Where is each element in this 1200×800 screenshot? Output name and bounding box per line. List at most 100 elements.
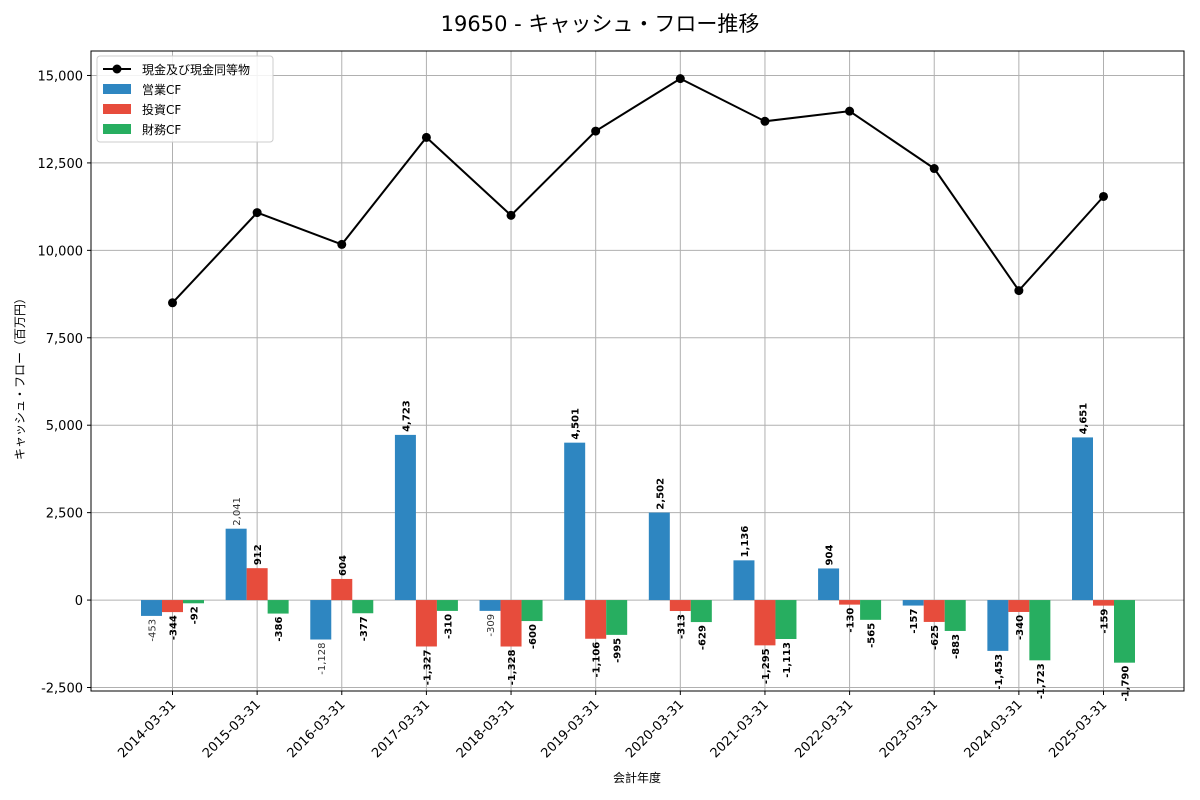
x-tick-label: 2022-03-31 xyxy=(792,697,856,761)
data-label-0: 2,041 xyxy=(232,497,243,526)
data-label-1: -340 xyxy=(1015,615,1026,640)
cash-line-point xyxy=(168,298,177,308)
data-label-2: -629 xyxy=(697,625,708,650)
y-tick-label: 5,000 xyxy=(46,419,83,434)
bar-1 xyxy=(839,600,861,605)
data-label-2: -1,113 xyxy=(782,642,793,678)
data-label-0: 4,651 xyxy=(1079,403,1090,435)
data-label-1: -159 xyxy=(1100,609,1111,634)
bar-2 xyxy=(436,600,458,611)
bar-1 xyxy=(923,600,945,622)
data-label-0: 4,501 xyxy=(571,408,582,440)
bar-2 xyxy=(944,600,966,631)
data-label-2: -310 xyxy=(443,614,454,639)
legend-swatch-2 xyxy=(103,124,131,134)
data-label-0: 2,502 xyxy=(655,478,666,510)
x-tick-label: 2019-03-31 xyxy=(538,697,602,761)
data-label-0: -1,128 xyxy=(317,643,328,675)
bar-2 xyxy=(690,600,712,623)
x-tick-label: 2018-03-31 xyxy=(454,697,518,761)
bar-0 xyxy=(564,442,586,601)
data-label-2: -995 xyxy=(613,638,624,663)
bar-0 xyxy=(310,600,332,640)
data-label-0: 4,723 xyxy=(401,400,412,432)
bar-0 xyxy=(902,600,924,606)
bar-0 xyxy=(818,568,840,601)
x-tick-label: 2020-03-31 xyxy=(623,697,687,761)
x-tick-label: 2024-03-31 xyxy=(962,697,1026,761)
x-tick-label: 2021-03-31 xyxy=(708,697,772,761)
data-label-2: -92 xyxy=(190,606,201,624)
data-label-1: -1,106 xyxy=(592,642,603,678)
cash-line-point xyxy=(506,210,516,220)
y-tick-label: -2,500 xyxy=(41,682,83,697)
y-axis-label: キャッシュ・フロー（百万円） xyxy=(13,292,27,460)
bar-1 xyxy=(669,600,691,612)
bar-1 xyxy=(415,600,437,647)
y-tick-label: 10,000 xyxy=(38,244,84,259)
data-label-0: -309 xyxy=(486,614,497,637)
bar-2 xyxy=(352,600,374,614)
cash-line-point xyxy=(929,164,939,174)
data-label-2: -883 xyxy=(951,634,962,659)
data-label-0: 904 xyxy=(825,545,836,566)
cash-line-point xyxy=(252,208,262,218)
bar-0 xyxy=(648,512,670,601)
bar-2 xyxy=(1029,600,1051,661)
legend-line-dot xyxy=(112,64,122,74)
x-tick-label: 2025-03-31 xyxy=(1046,697,1110,761)
bar-0 xyxy=(479,600,501,611)
data-label-2: -600 xyxy=(528,624,539,649)
data-label-0: -157 xyxy=(909,609,920,634)
bar-2 xyxy=(606,600,628,635)
bar-0 xyxy=(225,528,247,601)
x-axis-label: 会計年度 xyxy=(613,770,661,785)
cash-line-point xyxy=(591,126,601,136)
bar-2 xyxy=(775,600,797,639)
bar-1 xyxy=(331,578,353,601)
data-label-1: 912 xyxy=(253,544,264,565)
data-label-1: -1,328 xyxy=(507,649,518,685)
cash-line-point xyxy=(675,74,685,84)
bar-1 xyxy=(585,600,607,639)
plot-frame xyxy=(90,50,1185,692)
label-layer: -453 2,041 -1,128 4,723 -309 4,501 2,502 1,136 9… xyxy=(148,400,1132,701)
bar-1 xyxy=(500,600,522,647)
data-label-1: 604 xyxy=(338,555,349,576)
bar-0 xyxy=(394,434,416,601)
bar-2 xyxy=(1114,600,1135,663)
cash-line-point xyxy=(337,239,347,249)
y-tick-label: 12,500 xyxy=(38,157,84,172)
y-tick-label: 15,000 xyxy=(38,69,84,84)
bar-0 xyxy=(141,600,162,616)
legend-swatch-1 xyxy=(103,104,131,114)
x-tick-label: 2023-03-31 xyxy=(877,697,941,761)
bar-1 xyxy=(1008,600,1030,612)
data-label-2: -1,723 xyxy=(1036,663,1047,699)
legend-label: 投資CF xyxy=(142,102,181,117)
data-label-1: -344 xyxy=(169,615,180,640)
line-layer xyxy=(168,74,1108,308)
bar-1 xyxy=(246,568,268,601)
y-tick-label: 0 xyxy=(75,594,83,609)
cash-line-point xyxy=(421,132,431,142)
data-label-1: -625 xyxy=(930,625,941,650)
bar-1 xyxy=(754,600,776,646)
x-tick-label: 2017-03-31 xyxy=(369,697,433,761)
data-label-1: -1,327 xyxy=(422,649,433,685)
bar-layer xyxy=(141,434,1135,663)
bar-0 xyxy=(1072,437,1093,601)
bar-0 xyxy=(733,560,755,601)
chart-title: 19650 - キャッシュ・フロー推移 xyxy=(440,12,760,36)
data-label-0: -453 xyxy=(148,619,159,642)
bar-2 xyxy=(860,600,882,620)
legend-label: 営業CF xyxy=(142,83,181,97)
y-tick-label: 2,500 xyxy=(46,507,83,522)
bar-1 xyxy=(162,600,183,613)
x-tick-label: 2015-03-31 xyxy=(200,697,264,761)
cash-line-point xyxy=(1014,286,1024,296)
data-label-1: -313 xyxy=(676,614,687,639)
data-label-0: -1,453 xyxy=(994,654,1005,690)
